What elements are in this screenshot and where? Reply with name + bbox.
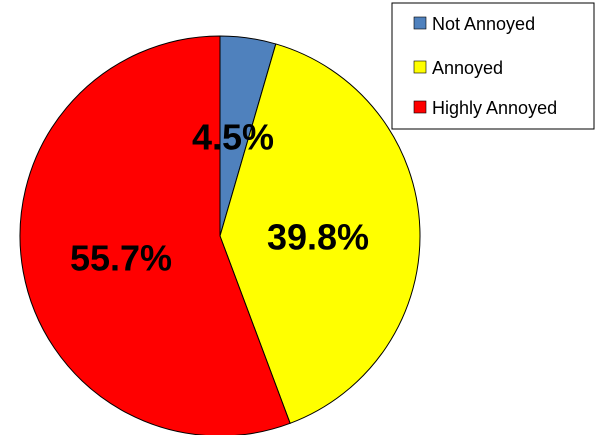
legend-label-highly-annoyed: Highly Annoyed xyxy=(432,98,557,118)
legend-swatch-highly-annoyed xyxy=(413,100,427,114)
slice-label-annoyed: 39.8% xyxy=(267,217,369,258)
slice-label-not-annoyed: 4.5% xyxy=(192,117,274,158)
pie-slice-highly-annoyed xyxy=(19,35,291,435)
legend-item-annoyed: Annoyed xyxy=(413,58,503,78)
legend-swatch-not-annoyed xyxy=(413,16,427,30)
legend-item-highly-annoyed: Highly Annoyed xyxy=(413,98,557,118)
legend-label-not-annoyed: Not Annoyed xyxy=(432,14,535,34)
legend-item-not-annoyed: Not Annoyed xyxy=(413,14,535,34)
pie-slices xyxy=(19,35,421,435)
legend-swatch-annoyed xyxy=(413,60,427,74)
legend-label-annoyed: Annoyed xyxy=(432,58,503,78)
pie-slice-labels: 4.5% 39.8% 55.7% xyxy=(70,117,369,279)
legend: Not Annoyed Annoyed Highly Annoyed xyxy=(391,2,595,130)
pie-slice-annoyed xyxy=(219,43,421,424)
slice-label-highly-annoyed: 55.7% xyxy=(70,238,172,279)
